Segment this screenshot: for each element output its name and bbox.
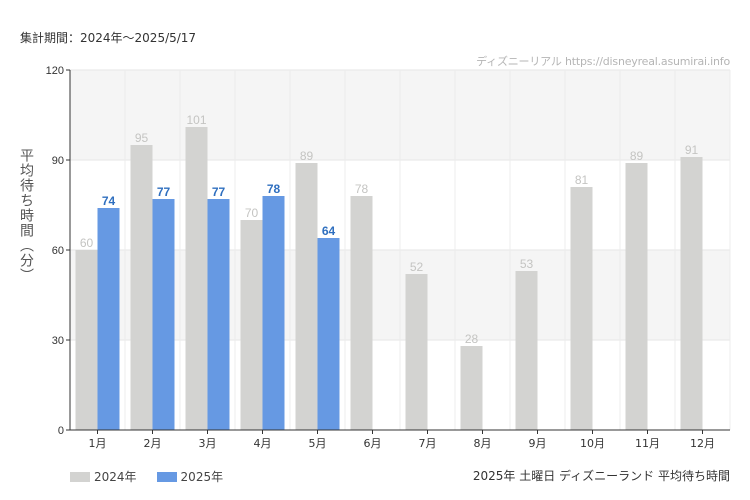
bar-2024年-10月 <box>570 187 593 430</box>
data-label: 77 <box>157 185 171 199</box>
bar-2024年-11月 <box>625 163 648 430</box>
data-label: 78 <box>355 182 369 196</box>
data-label: 77 <box>212 185 226 199</box>
data-label: 81 <box>575 173 589 187</box>
bar-2024年-6月 <box>350 196 373 430</box>
bar-2024年-1月 <box>75 250 98 430</box>
data-label: 52 <box>410 260 424 274</box>
x-tick-label: 6月 <box>364 437 382 450</box>
bar-2024年-9月 <box>515 271 538 430</box>
bar-2024年-3月 <box>185 127 208 430</box>
data-label: 91 <box>685 143 699 157</box>
legend-swatch-2025 <box>156 471 177 482</box>
data-label: 74 <box>102 194 116 208</box>
y-tick-label: 60 <box>52 245 64 257</box>
x-tick-label: 10月 <box>580 437 605 450</box>
data-label: 101 <box>186 113 206 127</box>
legend-label-2025: 2025年 <box>180 470 224 484</box>
bar-2024年-2月 <box>130 145 153 430</box>
legend-item-2024[interactable]: 2024年 <box>70 468 137 485</box>
data-label: 95 <box>135 131 149 145</box>
x-tick-label: 11月 <box>635 437 660 450</box>
x-tick-label: 1月 <box>89 437 107 450</box>
data-label: 78 <box>267 182 281 196</box>
x-tick-label: 9月 <box>529 437 547 450</box>
bar-2025年-1月 <box>97 208 120 430</box>
bar-2024年-5月 <box>295 163 318 430</box>
bar-2024年-12月 <box>680 157 703 430</box>
data-label: 89 <box>300 149 314 163</box>
period-text: 集計期間：2024年～2025/5/17 <box>20 31 197 45</box>
x-tick-label: 4月 <box>254 437 272 450</box>
x-tick-label: 8月 <box>474 437 492 450</box>
x-tick-label: 5月 <box>309 437 327 450</box>
data-label: 60 <box>80 236 94 250</box>
data-label: 64 <box>322 224 336 238</box>
bar-2025年-2月 <box>152 199 175 430</box>
y-tick-label: 90 <box>52 155 64 167</box>
y-tick-label: 30 <box>52 335 64 347</box>
data-label: 53 <box>520 257 534 271</box>
y-axis-label: 平均待ち時間（分） <box>18 148 34 283</box>
data-label: 70 <box>245 206 259 220</box>
legend: 2024年 2025年 <box>70 468 223 485</box>
bar-2024年-4月 <box>240 220 263 430</box>
data-label: 28 <box>465 332 479 346</box>
legend-item-2025[interactable]: 2025年 <box>156 468 224 485</box>
chart-footer-title: 2025年 土曜日 ディズニーランド 平均待ち時間 <box>472 469 730 483</box>
bar-2024年-8月 <box>460 346 483 430</box>
x-tick-label: 12月 <box>690 437 715 450</box>
legend-label-2024: 2024年 <box>94 470 137 484</box>
legend-swatch-2024 <box>70 471 90 482</box>
y-tick-label: 0 <box>58 425 64 437</box>
x-tick-label: 7月 <box>419 437 437 450</box>
bar-2025年-3月 <box>207 199 230 430</box>
watermark-text: ディズニーリアル https://disneyreal.asumirai.inf… <box>476 55 730 68</box>
bar-2025年-4月 <box>262 196 285 430</box>
y-tick-label: 120 <box>46 65 64 77</box>
bar-2025年-5月 <box>317 238 340 430</box>
x-tick-label: 3月 <box>199 437 217 450</box>
bar-2024年-7月 <box>405 274 428 430</box>
data-label: 89 <box>630 149 644 163</box>
x-tick-label: 2月 <box>144 437 162 450</box>
